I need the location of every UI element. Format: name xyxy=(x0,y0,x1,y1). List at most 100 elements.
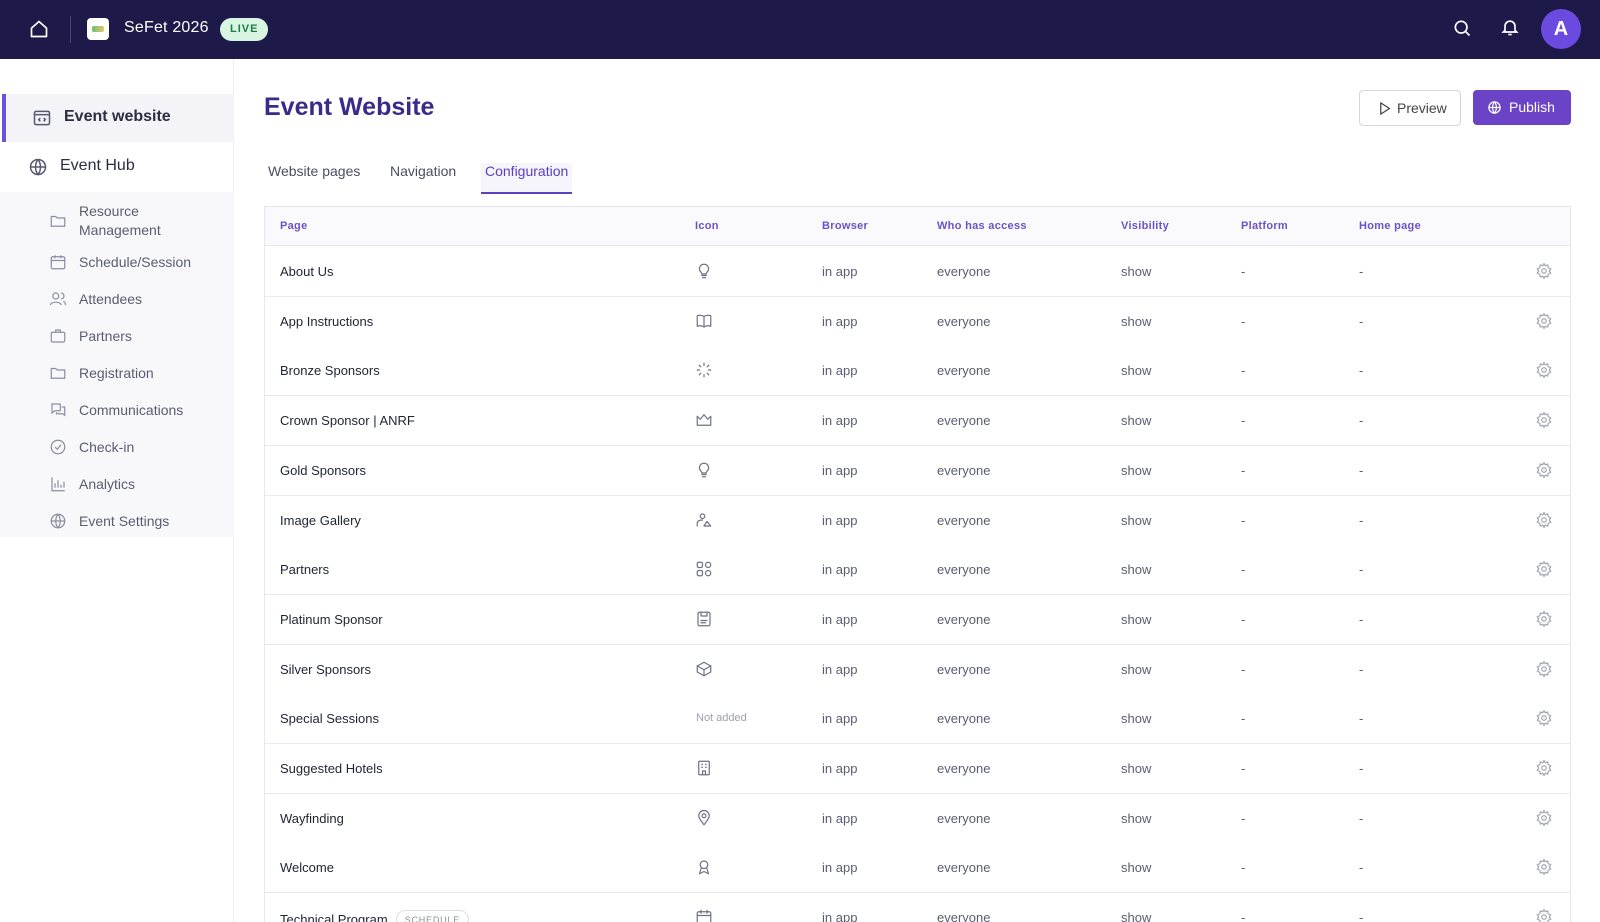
gear-icon[interactable] xyxy=(1535,312,1553,330)
table-row[interactable]: Bronze Sponsors in app everyone show - - xyxy=(265,346,1570,397)
visibility-cell: show xyxy=(1121,810,1152,826)
bar-chart-icon xyxy=(49,475,67,493)
table-row[interactable]: Suggested Hotels in app everyone show - - xyxy=(265,744,1570,794)
sidebar-item-event-website[interactable]: Event website xyxy=(2,94,234,142)
access-cell: everyone xyxy=(937,264,991,279)
sidebar-item-communications[interactable]: Communications xyxy=(0,400,234,424)
page-name-cell: App Instructions xyxy=(280,314,373,329)
page-name: Bronze Sponsors xyxy=(280,363,380,379)
gear-icon[interactable] xyxy=(1535,461,1553,479)
table-row[interactable]: Welcome in app everyone show - - xyxy=(265,843,1570,894)
gear-icon[interactable] xyxy=(1535,560,1553,578)
browser-cell: in app xyxy=(822,512,858,528)
platform-cell: - xyxy=(1241,810,1246,826)
event-name: SeFet 2026 xyxy=(124,19,209,36)
access-cell: everyone xyxy=(937,462,991,478)
table-row[interactable]: Gold Sponsors in app everyone show - - xyxy=(265,445,1570,496)
gear-icon[interactable] xyxy=(1535,262,1553,280)
page-name-cell: Bronze Sponsors xyxy=(280,363,380,378)
sidebar-item-label: Event Hub xyxy=(60,157,135,174)
home-page-cell: - xyxy=(1359,562,1364,578)
table-row[interactable]: Crown Sponsor | ANRF in app everyone show - - xyxy=(265,396,1570,447)
tab-configuration[interactable]: Configuration xyxy=(481,163,573,194)
map-pin-icon xyxy=(695,809,713,827)
column-header-platform: Platform xyxy=(1241,220,1289,232)
access-cell: everyone xyxy=(937,661,991,677)
sidebar-item-label: Check-in xyxy=(79,439,135,455)
platform-cell: - xyxy=(1241,413,1246,429)
sidebar-item-label: Event Settings xyxy=(79,513,170,529)
sidebar-item-registration[interactable]: Registration xyxy=(0,363,234,387)
table-row[interactable]: Image Gallery in app everyone show - - xyxy=(265,495,1570,546)
users-icon xyxy=(49,290,67,308)
page-name-cell: Crown Sponsor | ANRF xyxy=(280,413,415,428)
globe-icon xyxy=(28,157,48,177)
globe-icon xyxy=(1487,100,1502,115)
home-page-cell: - xyxy=(1359,761,1364,776)
gear-icon[interactable] xyxy=(1535,809,1553,827)
page-name-cell: Suggested Hotels xyxy=(280,761,383,776)
table-row[interactable]: About Us in app everyone show - - xyxy=(265,247,1570,297)
gear-icon[interactable] xyxy=(1535,759,1553,777)
access-cell: everyone xyxy=(937,711,991,727)
sidebar-item-attendees[interactable]: Attendees xyxy=(0,289,234,313)
sidebar-item-label: Attendees xyxy=(79,291,143,307)
page-title: Event Website xyxy=(264,93,435,121)
sidebar-item-resource-management[interactable]: Resource Management xyxy=(0,202,234,242)
home-page-cell: - xyxy=(1359,611,1364,627)
gear-icon[interactable] xyxy=(1535,361,1553,379)
image-user-icon xyxy=(695,511,713,529)
gear-icon[interactable] xyxy=(1535,858,1553,876)
save-icon xyxy=(695,610,713,628)
sidebar-item-event-settings[interactable]: Event Settings xyxy=(0,511,234,535)
page-name: Platinum Sponsor xyxy=(280,611,383,627)
page-name-cell: About Us xyxy=(280,264,333,279)
visibility-cell: show xyxy=(1121,611,1152,627)
publish-button[interactable]: Publish xyxy=(1473,90,1571,125)
sidebar-item-label: Resource Management xyxy=(79,203,161,238)
browser-cell: in app xyxy=(822,860,858,876)
gear-icon[interactable] xyxy=(1535,660,1553,678)
sidebar-item-partners[interactable]: Partners xyxy=(0,326,234,350)
tab-navigation[interactable]: Navigation xyxy=(390,163,457,179)
sidebar-item-schedule-session[interactable]: Schedule/Session xyxy=(0,252,234,276)
access-cell: everyone xyxy=(937,562,991,578)
browser-cell: in app xyxy=(822,910,858,922)
sidebar-item-event-hub[interactable]: Event Hub xyxy=(0,144,234,190)
browser-code-icon xyxy=(32,108,52,128)
bell-icon[interactable] xyxy=(1500,17,1524,41)
preview-button[interactable]: Preview xyxy=(1359,90,1461,126)
gear-icon[interactable] xyxy=(1535,610,1553,628)
platform-cell: - xyxy=(1241,761,1246,776)
home-icon[interactable] xyxy=(27,17,51,41)
sidebar-item-analytics[interactable]: Analytics xyxy=(0,474,234,498)
table-row[interactable]: Technical Program SCHEDULE in app everyone s… xyxy=(265,893,1570,922)
gear-icon[interactable] xyxy=(1535,709,1553,727)
gear-icon[interactable] xyxy=(1535,411,1553,429)
lightbulb-icon xyxy=(695,262,713,280)
icon-not-added: Not added xyxy=(696,712,747,725)
access-cell: everyone xyxy=(937,611,991,627)
gear-icon[interactable] xyxy=(1535,511,1553,529)
user-avatar[interactable]: A xyxy=(1541,9,1581,49)
tab-website-pages[interactable]: Website pages xyxy=(268,163,361,179)
home-page-cell: - xyxy=(1359,264,1364,279)
calendar-icon xyxy=(49,253,67,271)
visibility-cell: show xyxy=(1121,761,1152,776)
sidebar-item-label: Analytics xyxy=(79,476,136,492)
home-page-cell: - xyxy=(1359,413,1364,429)
table-row[interactable]: Partners in app everyone show - - xyxy=(265,545,1570,596)
table-header: Page Icon Browser Who has access Visibil… xyxy=(265,207,1570,246)
table-row[interactable]: Wayfinding in app everyone show - - xyxy=(265,793,1570,844)
gear-icon[interactable] xyxy=(1535,908,1553,922)
page-name: Suggested Hotels xyxy=(280,761,383,776)
table-row[interactable]: App Instructions in app everyone show - - xyxy=(265,296,1570,347)
sidebar-item-check-in[interactable]: Check-in xyxy=(0,437,234,461)
table-row[interactable]: Silver Sponsors in app everyone show - - xyxy=(265,644,1570,695)
column-header-home-page: Home page xyxy=(1359,220,1421,232)
table-row[interactable]: Platinum Sponsor in app everyone show - - xyxy=(265,594,1570,645)
visibility-cell: show xyxy=(1121,860,1152,876)
search-icon[interactable] xyxy=(1452,18,1476,42)
page-name-cell: Partners xyxy=(280,562,329,577)
table-row[interactable]: Special Sessions Not added in app everyone s… xyxy=(265,694,1570,745)
